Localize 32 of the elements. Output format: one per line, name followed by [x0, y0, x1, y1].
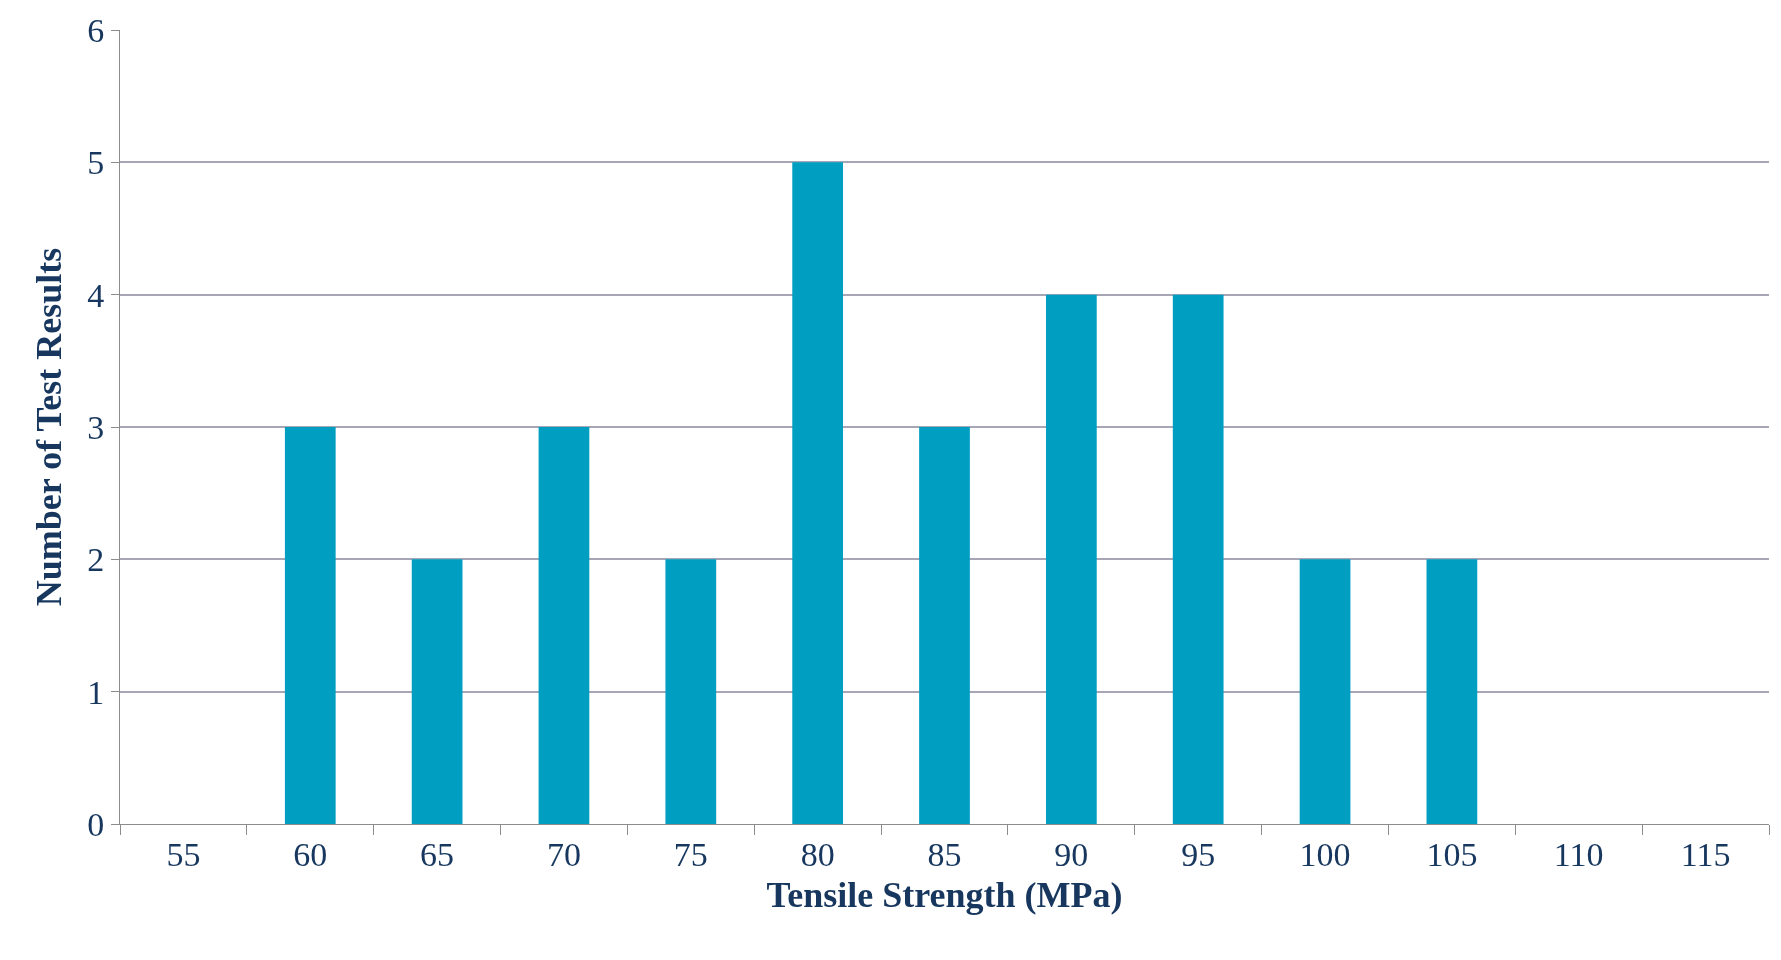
- x-tick-label: 85: [927, 835, 962, 873]
- x-tick-label: 110: [1553, 835, 1604, 873]
- bar: [792, 162, 844, 824]
- x-tick-label: 65: [420, 835, 455, 873]
- y-axis-title: Number of Test Results: [29, 247, 70, 607]
- x-tick-label: 100: [1299, 835, 1351, 873]
- x-tick-label: 90: [1054, 835, 1089, 873]
- y-tick-label: 2: [87, 541, 105, 579]
- y-tick-label: 5: [87, 144, 105, 182]
- y-tick-label: 6: [87, 11, 105, 49]
- y-tick-label: 0: [87, 805, 105, 843]
- x-tick-label: 80: [800, 835, 835, 873]
- x-tick-label: 95: [1181, 835, 1216, 873]
- x-tick-label: 55: [166, 835, 201, 873]
- x-tick-label: 70: [546, 835, 581, 873]
- bar: [1426, 559, 1478, 824]
- y-tick-label: 3: [87, 408, 105, 446]
- x-tick-label: 115: [1680, 835, 1731, 873]
- y-tick-label: 1: [87, 673, 105, 711]
- y-tick-label: 4: [87, 276, 105, 314]
- bar: [1299, 559, 1351, 824]
- bar: [1172, 294, 1224, 824]
- bar: [538, 427, 590, 824]
- x-tick-label: 60: [293, 835, 328, 873]
- bar: [284, 427, 336, 824]
- bar: [411, 559, 463, 824]
- x-axis-title: Tensile Strength (MPa): [766, 875, 1123, 916]
- bar: [1045, 294, 1097, 824]
- bar: [919, 427, 970, 824]
- bar: [665, 559, 717, 824]
- x-tick-label: 75: [673, 835, 708, 873]
- x-tick-label: 105: [1426, 835, 1478, 873]
